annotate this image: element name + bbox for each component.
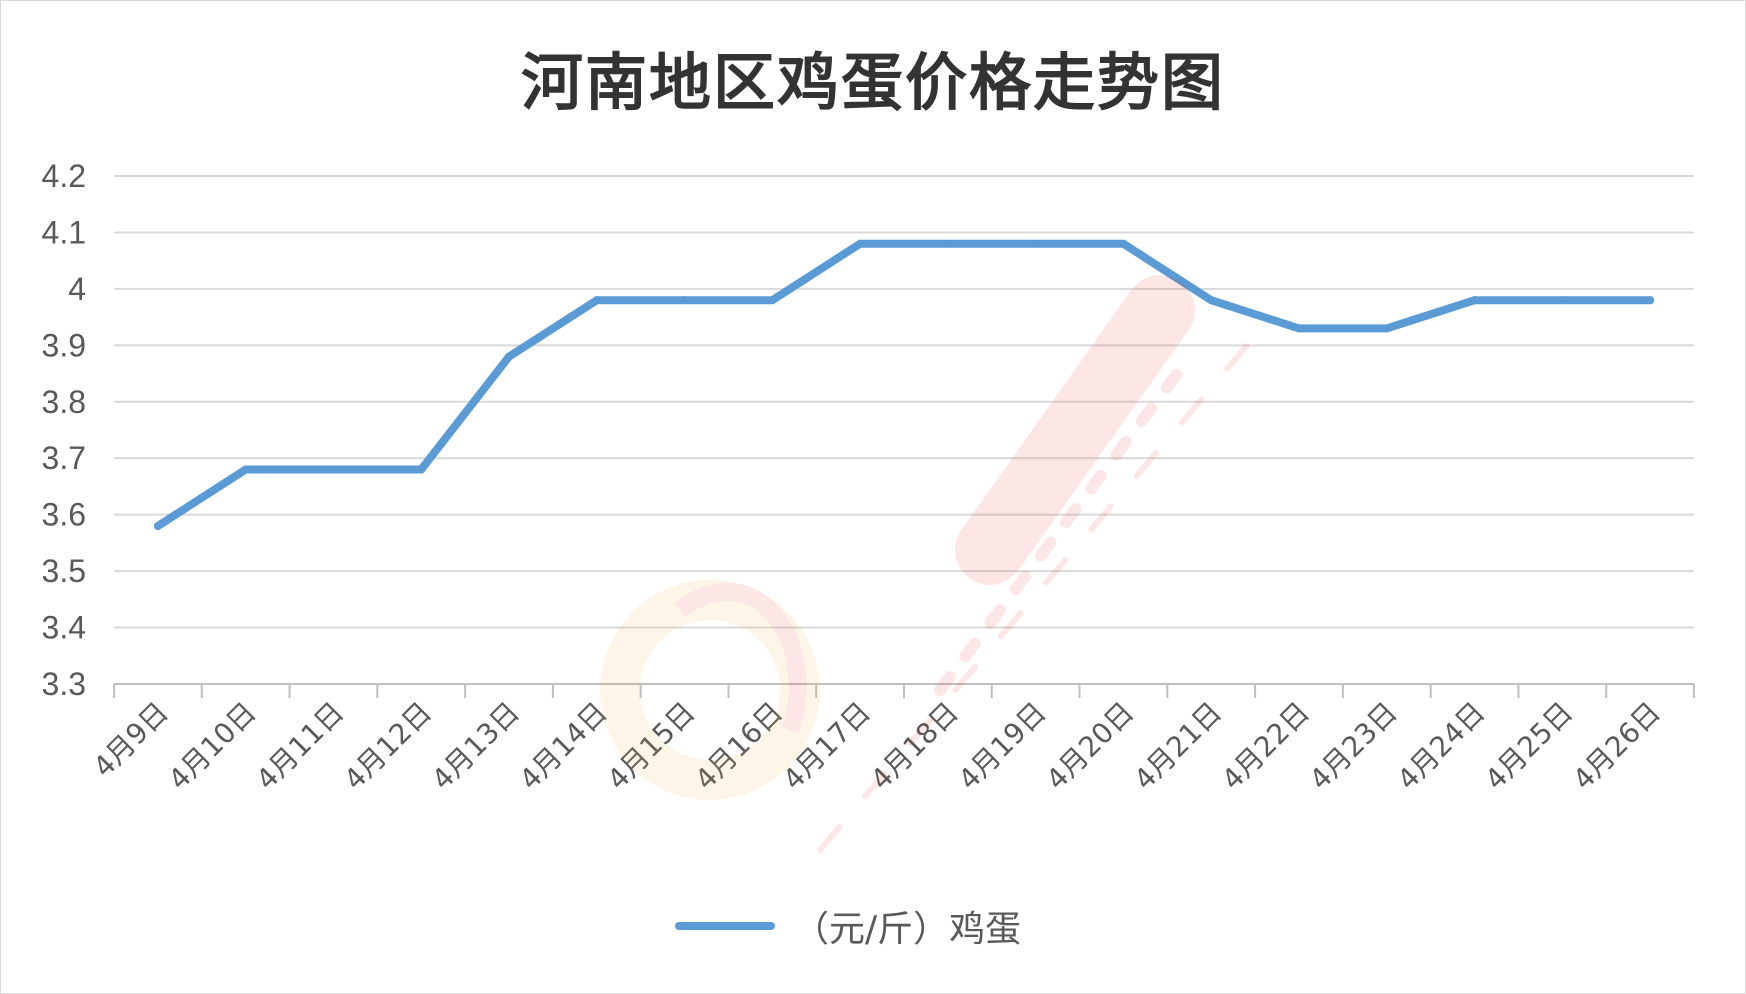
- x-tick-label: 4月10日: [162, 696, 263, 797]
- x-tick-label: 4月13日: [425, 696, 526, 797]
- data-point: [1207, 296, 1216, 305]
- data-point: [943, 239, 952, 248]
- data-point: [592, 296, 601, 305]
- x-tick-label: 4月17日: [776, 696, 877, 797]
- y-tick-label: 3.8: [42, 384, 86, 420]
- series-line: [153, 239, 1655, 530]
- y-tick-label: 3.7: [42, 440, 86, 476]
- x-tick-label: 4月25日: [1479, 696, 1580, 797]
- data-point: [153, 521, 162, 530]
- x-tick-label: 4月12日: [337, 696, 438, 797]
- x-tick-label: 4月23日: [1303, 696, 1404, 797]
- data-point: [1382, 324, 1391, 333]
- x-tick-label: 4月11日: [250, 696, 351, 797]
- y-tick-label: 3.4: [42, 610, 86, 646]
- x-tick-label: 4月20日: [1040, 696, 1141, 797]
- legend: （元/斤）鸡蛋: [675, 900, 1021, 952]
- data-point: [680, 296, 689, 305]
- data-point: [1646, 296, 1655, 305]
- y-tick-label: 3.9: [42, 327, 86, 363]
- data-point: [856, 239, 865, 248]
- y-tick-label: 4: [68, 271, 86, 307]
- legend-swatch: [675, 922, 775, 930]
- data-point: [1119, 239, 1128, 248]
- x-tick-label: 4月21日: [1127, 696, 1228, 797]
- data-point: [1295, 324, 1303, 333]
- x-tick-label: 4月19日: [952, 696, 1053, 797]
- legend-label: （元/斤）鸡蛋: [793, 909, 1022, 950]
- x-tick-label: 4月24日: [1391, 696, 1492, 797]
- data-point: [241, 465, 250, 474]
- data-point: [329, 465, 338, 474]
- y-tick-label: 4.1: [42, 214, 86, 250]
- data-point: [1558, 296, 1567, 305]
- y-tick-label: 4.2: [42, 158, 86, 194]
- x-tick-label: 4月22日: [1215, 696, 1316, 797]
- x-tick-label: 4月18日: [864, 696, 965, 797]
- data-point: [505, 352, 513, 361]
- x-tick-label: 4月9日: [87, 696, 175, 784]
- data-point: [1031, 239, 1040, 248]
- x-tick-label: 4月16日: [689, 696, 790, 797]
- x-tick-label: 4月14日: [513, 696, 614, 797]
- chart-title: 河南地区鸡蛋价格走势图: [520, 46, 1225, 119]
- data-point: [417, 465, 426, 474]
- data-point: [768, 296, 777, 305]
- y-tick-label: 3.6: [42, 497, 86, 533]
- y-tick-label: 3.5: [42, 553, 86, 589]
- data-point: [1470, 296, 1479, 305]
- x-tick-label: 4月15日: [601, 696, 702, 797]
- x-tick-label: 4月26日: [1566, 696, 1667, 797]
- y-tick-label: 3.3: [42, 666, 86, 702]
